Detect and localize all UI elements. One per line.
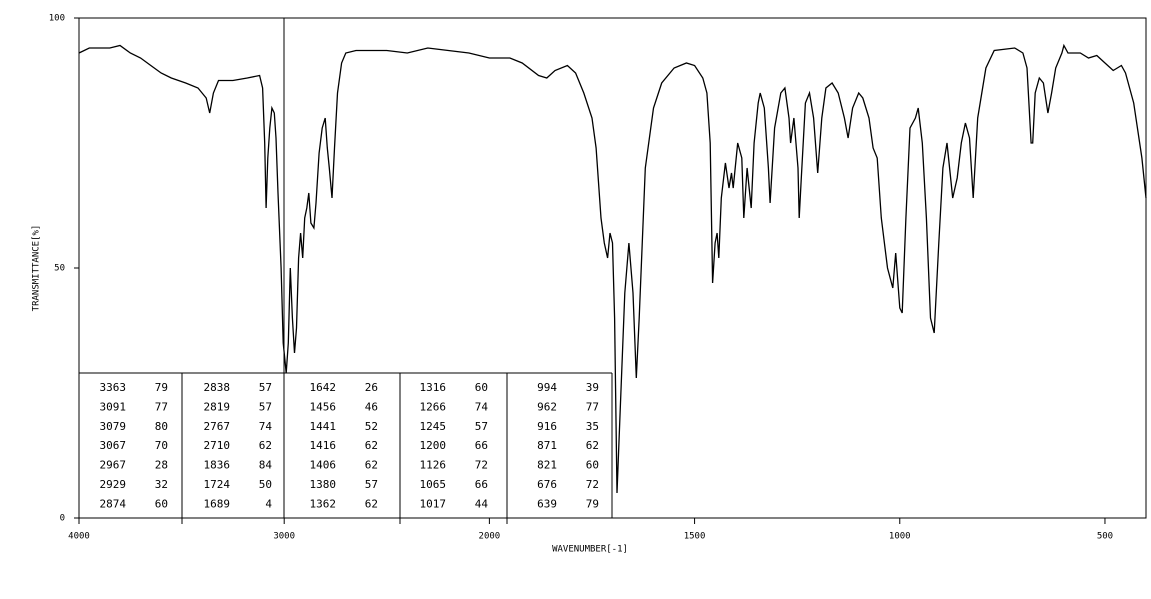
peak-transmittance: 62	[259, 439, 272, 452]
x-tick-label: 3000	[273, 532, 295, 542]
peak-transmittance: 32	[155, 478, 168, 491]
peak-wavenumber: 1380	[310, 478, 337, 491]
peak-wavenumber: 676	[537, 478, 557, 491]
peak-wavenumber: 1316	[420, 381, 447, 394]
peak-wavenumber: 1126	[420, 459, 447, 472]
peak-transmittance: 74	[259, 420, 273, 433]
peak-transmittance: 44	[475, 497, 489, 510]
peak-transmittance: 57	[259, 400, 272, 413]
spectrum-line	[78, 43, 1147, 494]
y-tick-label: 0	[60, 514, 65, 524]
peak-transmittance: 72	[586, 478, 599, 491]
peak-transmittance: 62	[586, 439, 599, 452]
peak-transmittance: 60	[475, 381, 488, 394]
peak-transmittance: 77	[586, 400, 599, 413]
peak-transmittance: 62	[365, 497, 378, 510]
peak-wavenumber: 639	[537, 497, 557, 510]
peak-transmittance: 79	[155, 381, 168, 394]
peak-transmittance: 57	[365, 478, 378, 491]
peak-transmittance: 28	[155, 459, 168, 472]
peak-wavenumber: 2838	[204, 381, 231, 394]
peak-wavenumber: 2767	[204, 420, 231, 433]
peak-transmittance: 50	[259, 478, 272, 491]
y-tick-label: 50	[54, 264, 65, 274]
peak-transmittance: 39	[586, 381, 599, 394]
peak-wavenumber: 3363	[100, 381, 127, 394]
peak-wavenumber: 1642	[310, 381, 337, 394]
peak-wavenumber: 1200	[420, 439, 447, 452]
x-tick-label: 1000	[889, 532, 911, 542]
peak-wavenumber: 3067	[100, 439, 127, 452]
peak-transmittance: 77	[155, 400, 168, 413]
peak-wavenumber: 1689	[204, 497, 231, 510]
x-tick-label: 1500	[684, 532, 706, 542]
peak-transmittance: 4	[265, 497, 272, 510]
peak-wavenumber: 821	[537, 459, 557, 472]
peak-wavenumber: 1441	[310, 420, 337, 433]
peak-wavenumber: 1245	[420, 420, 447, 433]
peak-transmittance: 70	[155, 439, 168, 452]
x-axis-label: WAVENUMBER[-1]	[552, 545, 628, 555]
peak-wavenumber: 916	[537, 420, 557, 433]
peak-wavenumber: 1406	[310, 459, 337, 472]
peak-transmittance: 62	[365, 439, 378, 452]
peak-wavenumber: 1017	[420, 497, 447, 510]
peak-transmittance: 62	[365, 459, 378, 472]
peak-transmittance: 66	[475, 478, 488, 491]
x-tick-label: 4000	[68, 532, 90, 542]
peak-transmittance: 60	[155, 497, 168, 510]
peak-wavenumber: 962	[537, 400, 557, 413]
peak-wavenumber: 2819	[204, 400, 231, 413]
peak-transmittance: 57	[475, 420, 488, 433]
peak-wavenumber: 1266	[420, 400, 447, 413]
peak-transmittance: 72	[475, 459, 488, 472]
x-tick-label: 2000	[479, 532, 501, 542]
peak-wavenumber: 1456	[310, 400, 337, 413]
peak-wavenumber: 871	[537, 439, 557, 452]
peak-transmittance: 52	[365, 420, 378, 433]
peak-transmittance: 60	[586, 459, 599, 472]
peak-wavenumber: 2967	[100, 459, 127, 472]
peak-wavenumber: 1416	[310, 439, 337, 452]
y-axis-label: TRANSMITTANCE[%]	[32, 225, 42, 312]
peak-transmittance: 79	[586, 497, 599, 510]
peak-wavenumber: 1362	[310, 497, 337, 510]
peak-wavenumber: 1836	[204, 459, 231, 472]
peak-transmittance: 66	[475, 439, 488, 452]
peak-wavenumber: 3091	[100, 400, 127, 413]
peak-wavenumber: 2874	[100, 497, 127, 510]
peak-wavenumber: 1724	[204, 478, 231, 491]
peak-wavenumber: 2710	[204, 439, 231, 452]
peak-transmittance: 35	[586, 420, 599, 433]
peak-wavenumber: 994	[537, 381, 557, 394]
peak-transmittance: 46	[365, 400, 378, 413]
peak-transmittance: 80	[155, 420, 168, 433]
peak-wavenumber: 3079	[100, 420, 127, 433]
x-tick-label: 500	[1097, 532, 1113, 542]
peak-transmittance: 57	[259, 381, 272, 394]
peak-transmittance: 26	[365, 381, 378, 394]
peak-wavenumber: 2929	[100, 478, 127, 491]
y-tick-label: 100	[49, 14, 65, 24]
peak-transmittance: 74	[475, 400, 489, 413]
peak-transmittance: 84	[259, 459, 273, 472]
peak-wavenumber: 1065	[420, 478, 447, 491]
